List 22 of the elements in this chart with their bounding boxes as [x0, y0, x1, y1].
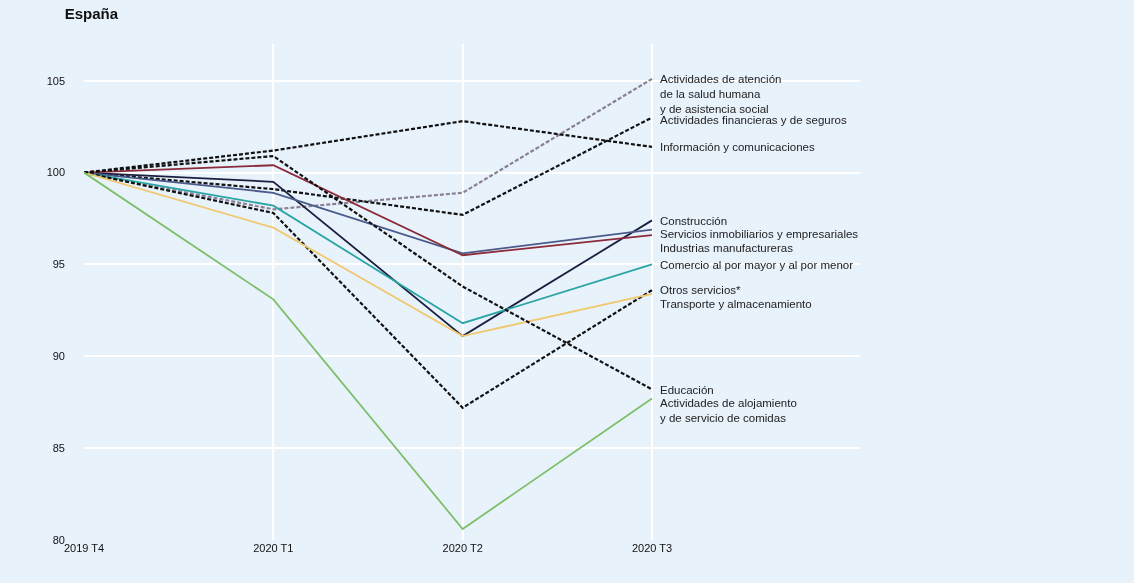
- y-tick-label: 105: [46, 74, 65, 87]
- x-tick-label: 2020 T1: [253, 542, 294, 554]
- series-label: Actividades de alojamiento y de servicio de comidas: [660, 397, 797, 424]
- y-tick-label: 100: [46, 166, 65, 179]
- x-tick-label: 2020 T3: [631, 542, 673, 554]
- x-tick-label: 2019 T4: [63, 542, 105, 554]
- series-label: Educación: [660, 384, 714, 396]
- x-tick-label: 2020 T2: [442, 542, 483, 554]
- series-label: Actividades financieras y de seguros: [660, 114, 847, 126]
- y-tick-label: 85: [52, 442, 65, 454]
- y-tick-label: 80: [52, 533, 65, 546]
- series-label: Información y comunicaciones: [660, 141, 815, 153]
- series-label: Otros servicios*: [660, 284, 742, 296]
- y-tick-label: 90: [52, 350, 65, 363]
- series-label: Construcción: [660, 215, 728, 227]
- series-label: Servicios inmobiliarios y empresariales: [660, 228, 859, 240]
- series-label: Actividades de atención de la salud humana y de asistencia social: [660, 73, 782, 115]
- series-label: Industrias manufactureras: [660, 242, 794, 254]
- series-label: Comercio al por mayor y al por menor: [660, 259, 854, 271]
- series-label: Transporte y almacenamiento: [660, 298, 812, 310]
- chart-title: España: [64, 5, 119, 23]
- y-tick-label: 95: [52, 258, 65, 271]
